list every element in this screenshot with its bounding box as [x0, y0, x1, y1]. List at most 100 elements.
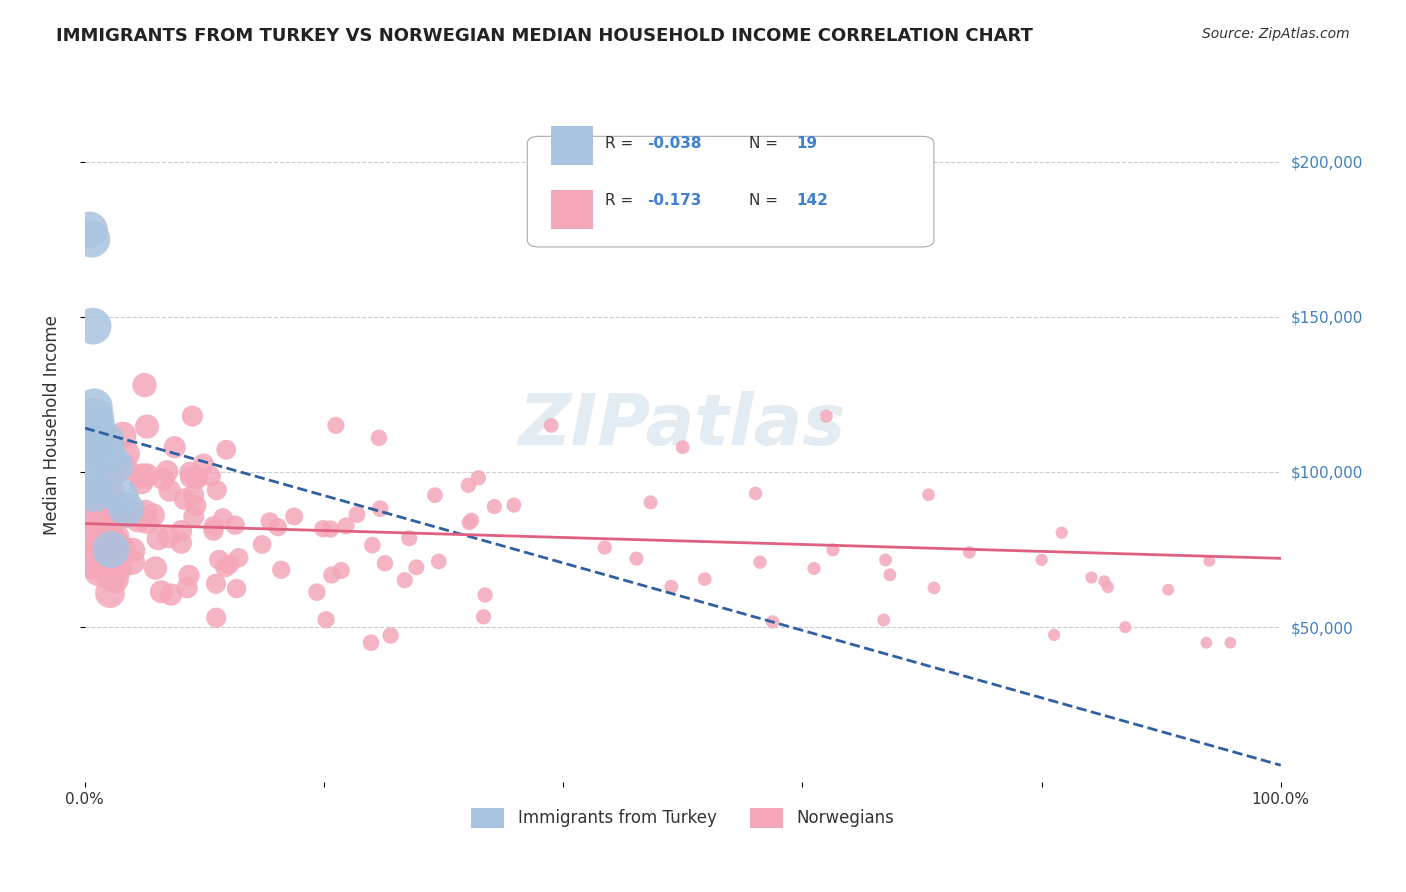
Point: [540, 418, 562, 433]
Point: [145, 561, 167, 575]
Point: [427, 554, 450, 568]
Point: [593, 541, 616, 555]
Point: [423, 488, 446, 502]
Point: [86, 528, 108, 542]
Point: [626, 551, 648, 566]
Point: [335, 518, 357, 533]
Point: [367, 431, 389, 445]
Point: [148, 532, 170, 546]
Point: [368, 501, 391, 516]
Point: [91, 527, 114, 541]
Point: [134, 378, 156, 392]
Point: [1043, 628, 1066, 642]
Point: [821, 542, 844, 557]
Point: [87, 503, 110, 517]
Point: [361, 538, 384, 552]
Point: [98, 518, 121, 533]
Point: [86, 533, 108, 547]
Point: [100, 542, 122, 557]
Text: 19: 19: [796, 136, 817, 151]
Point: [83, 400, 105, 414]
Point: [405, 560, 427, 574]
Point: [152, 472, 174, 486]
Point: [177, 568, 200, 582]
Point: [115, 447, 138, 461]
Point: [181, 409, 204, 424]
Point: [228, 550, 250, 565]
Point: [319, 522, 342, 536]
Point: [97, 470, 120, 484]
Point: [87, 434, 110, 448]
Point: [121, 543, 143, 558]
Point: [315, 613, 337, 627]
Point: [394, 573, 416, 587]
Point: [693, 572, 716, 586]
Point: [374, 556, 396, 570]
Point: [922, 581, 945, 595]
Point: [762, 615, 785, 629]
Point: [879, 567, 901, 582]
Point: [224, 518, 246, 533]
Point: [150, 584, 173, 599]
Point: [330, 564, 353, 578]
Point: [121, 555, 143, 569]
Point: [208, 553, 231, 567]
Point: [84, 487, 107, 501]
Point: [360, 636, 382, 650]
Point: [84, 409, 107, 424]
Point: [76, 509, 98, 524]
Point: [76, 532, 98, 546]
Point: [200, 469, 222, 483]
Point: [205, 576, 228, 591]
Point: [957, 545, 980, 559]
Point: [84, 441, 107, 455]
Point: [170, 536, 193, 550]
Point: [484, 500, 506, 514]
Point: [134, 505, 156, 519]
Point: [1219, 636, 1241, 650]
Point: [80, 427, 103, 442]
Point: [212, 511, 235, 525]
FancyBboxPatch shape: [551, 126, 593, 165]
Point: [1031, 553, 1053, 567]
Point: [875, 553, 897, 567]
Point: [136, 468, 159, 483]
Point: [873, 613, 896, 627]
Point: [77, 465, 100, 479]
Point: [270, 563, 292, 577]
Point: [117, 508, 139, 522]
Point: [104, 530, 127, 544]
Point: [460, 513, 482, 527]
Text: -0.038: -0.038: [647, 136, 702, 151]
Point: [472, 609, 495, 624]
Point: [114, 507, 136, 521]
Point: [80, 481, 103, 495]
Point: [97, 450, 120, 464]
Point: [205, 610, 228, 624]
Point: [321, 568, 343, 582]
Point: [111, 428, 134, 442]
Point: [259, 515, 281, 529]
Point: [107, 561, 129, 575]
Point: [89, 563, 111, 577]
Point: [104, 536, 127, 550]
Text: ZIPatlas: ZIPatlas: [519, 391, 846, 460]
Point: [1157, 582, 1180, 597]
Y-axis label: Median Household Income: Median Household Income: [44, 316, 60, 535]
Point: [815, 409, 838, 424]
Point: [1198, 554, 1220, 568]
Point: [312, 522, 335, 536]
Point: [744, 486, 766, 500]
Point: [131, 475, 153, 489]
Text: IMMIGRANTS FROM TURKEY VS NORWEGIAN MEDIAN HOUSEHOLD INCOME CORRELATION CHART: IMMIGRANTS FROM TURKEY VS NORWEGIAN MEDI…: [56, 27, 1033, 45]
Point: [110, 490, 132, 504]
Point: [193, 457, 215, 471]
Point: [82, 524, 104, 538]
Point: [97, 536, 120, 550]
Point: [112, 505, 135, 519]
Point: [325, 418, 347, 433]
Point: [159, 483, 181, 498]
Point: [156, 465, 179, 479]
Point: [86, 418, 108, 433]
Point: [184, 499, 207, 513]
